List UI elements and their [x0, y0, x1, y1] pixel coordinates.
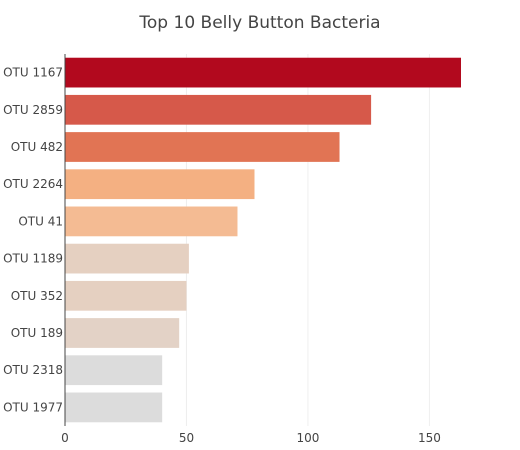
y-tick-label: OTU 1977 [3, 400, 63, 414]
y-tick-label: OTU 2318 [3, 363, 63, 377]
bar-otu-189[interactable] [65, 318, 179, 348]
bar-otu-2264[interactable] [65, 169, 254, 199]
y-tick-label: OTU 2859 [3, 103, 63, 117]
bar-otu-352[interactable] [65, 281, 186, 311]
y-axis-ticks: OTU 1167 OTU 2859 OTU 482 OTU 2264 OTU 41 OTU… [3, 66, 63, 415]
bar-otu-2318[interactable] [65, 355, 162, 385]
bar-otu-1167[interactable] [65, 58, 461, 88]
bar-otu-1977[interactable] [65, 393, 162, 423]
y-tick-label: OTU 2264 [3, 177, 63, 191]
x-tick-label: 50 [179, 431, 194, 445]
x-tick-label: 150 [418, 431, 441, 445]
bar-otu-482[interactable] [65, 132, 340, 162]
y-tick-label: OTU 1167 [3, 66, 63, 80]
y-tick-label: OTU 1189 [3, 252, 63, 266]
y-tick-label: OTU 482 [11, 140, 63, 154]
bar-otu-41[interactable] [65, 207, 237, 237]
y-tick-label: OTU 352 [11, 289, 63, 303]
x-tick-label: 100 [296, 431, 319, 445]
x-axis-ticks: 0 50 100 150 [61, 431, 441, 445]
chart-title: Top 10 Belly Button Bacteria [138, 13, 380, 33]
bar-layer [65, 58, 461, 423]
x-tick-label: 0 [61, 431, 69, 445]
y-tick-label: OTU 189 [11, 326, 63, 340]
y-tick-label: OTU 41 [18, 214, 63, 228]
bar-otu-1189[interactable] [65, 244, 189, 274]
bar-otu-2859[interactable] [65, 95, 371, 125]
